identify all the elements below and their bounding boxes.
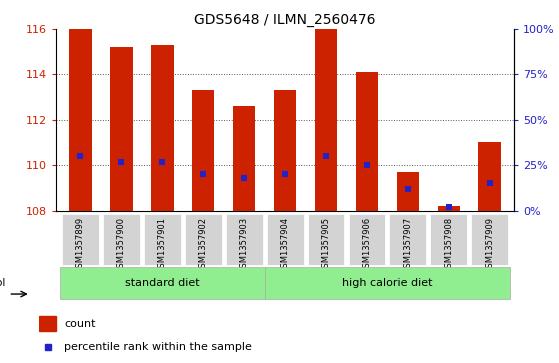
Text: GSM1357904: GSM1357904 (281, 217, 290, 273)
FancyBboxPatch shape (226, 214, 263, 265)
Text: growth protocol: growth protocol (0, 278, 6, 288)
Text: GSM1357909: GSM1357909 (485, 217, 494, 273)
Bar (110, 47, 132, 211)
Text: percentile rank within the sample: percentile rank within the sample (64, 342, 252, 352)
Text: GSM1357899: GSM1357899 (76, 217, 85, 273)
Bar (397, 172, 419, 211)
Text: GSM1357906: GSM1357906 (362, 217, 371, 273)
FancyBboxPatch shape (144, 214, 181, 265)
FancyBboxPatch shape (267, 214, 304, 265)
FancyBboxPatch shape (60, 267, 264, 299)
Bar (151, 45, 173, 211)
Bar (479, 142, 501, 211)
Text: GSM1357900: GSM1357900 (117, 217, 126, 273)
Text: GSM1357902: GSM1357902 (199, 217, 208, 273)
Bar (39, 316, 56, 331)
Text: count: count (64, 319, 96, 329)
FancyBboxPatch shape (264, 267, 510, 299)
FancyBboxPatch shape (471, 214, 508, 265)
Bar (274, 90, 296, 211)
Text: standard diet: standard diet (125, 278, 200, 288)
Bar (233, 106, 255, 211)
FancyBboxPatch shape (430, 214, 467, 265)
Bar (438, 206, 460, 211)
Bar (315, 29, 337, 211)
FancyBboxPatch shape (390, 214, 427, 265)
Text: GSM1357905: GSM1357905 (321, 217, 330, 273)
FancyBboxPatch shape (348, 214, 385, 265)
Text: high calorie diet: high calorie diet (342, 278, 433, 288)
Bar (69, 29, 92, 211)
FancyBboxPatch shape (307, 214, 344, 265)
Title: GDS5648 / ILMN_2560476: GDS5648 / ILMN_2560476 (195, 13, 376, 26)
Bar (192, 90, 215, 211)
Text: GSM1357903: GSM1357903 (240, 217, 249, 273)
Text: GSM1357907: GSM1357907 (404, 217, 413, 273)
Bar (356, 72, 378, 211)
FancyBboxPatch shape (103, 214, 140, 265)
FancyBboxPatch shape (185, 214, 222, 265)
Text: GSM1357901: GSM1357901 (158, 217, 167, 273)
FancyBboxPatch shape (62, 214, 99, 265)
Text: GSM1357908: GSM1357908 (444, 217, 453, 273)
